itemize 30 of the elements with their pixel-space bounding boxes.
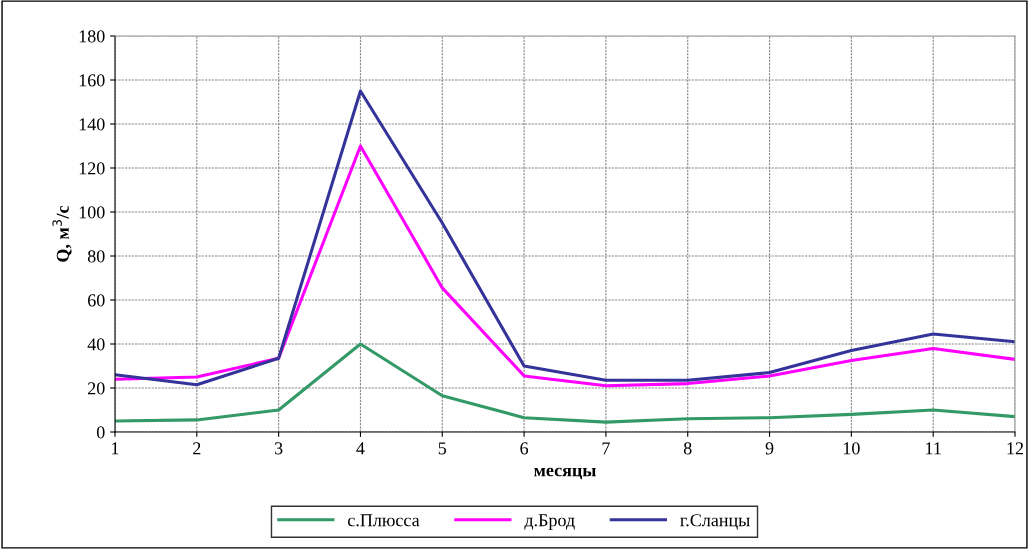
line-series — [115, 342, 1015, 424]
legend-label: д.Брод — [524, 514, 575, 530]
y-tick-label: 0 — [96, 426, 105, 439]
x-tick-label: 4 — [356, 442, 365, 455]
y-tick-label: 160 — [79, 74, 105, 87]
y-tick-label: 180 — [79, 30, 105, 43]
x-tick-label: 1 — [112, 442, 119, 455]
y-tick-label: 120 — [79, 162, 105, 175]
y-axis-title: Q, м$^{3}$/с — [52, 205, 72, 262]
x-tick-label: 9 — [765, 442, 774, 455]
x-tick-label: 10 — [843, 442, 860, 455]
line-series — [115, 144, 1015, 388]
x-tick-label: 5 — [438, 442, 447, 455]
line-series — [115, 89, 1015, 387]
y-tick-label: 100 — [79, 206, 105, 219]
y-tick-label: 40 — [87, 338, 105, 351]
x-tick-label: 7 — [602, 442, 610, 455]
x-tick-label: 6 — [520, 442, 529, 455]
x-tick-label: 2 — [193, 442, 201, 455]
y-tick-label: 140 — [79, 118, 105, 131]
legend-label: г.Сланцы — [680, 514, 750, 530]
y-tick-label: 80 — [87, 250, 105, 263]
x-tick-label: 11 — [926, 442, 941, 455]
x-axis-title: месяцы — [534, 467, 596, 480]
x-tick-label: 3 — [274, 442, 283, 455]
legend-label: с.Плюсса — [348, 514, 420, 527]
x-tick-label: 12 — [1007, 442, 1024, 455]
y-tick-label: 20 — [88, 382, 105, 395]
x-tick-label: 8 — [683, 442, 692, 455]
y-tick-label: 60 — [88, 294, 105, 307]
